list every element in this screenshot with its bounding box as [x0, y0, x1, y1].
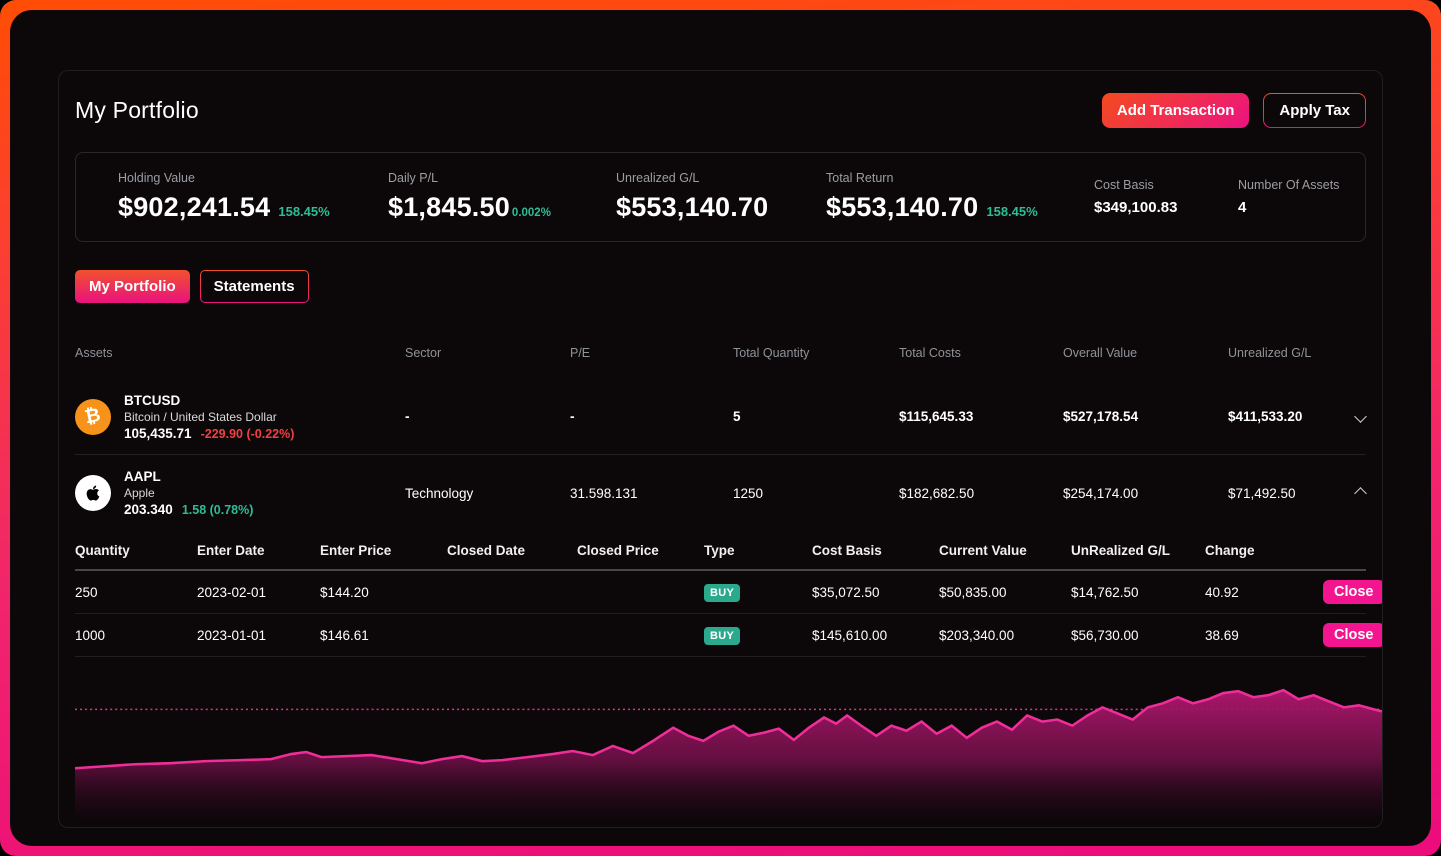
type-badge: BUY [704, 626, 741, 645]
asset-cell: ₿ BTCUSD Bitcoin / United States Dollar … [75, 393, 405, 441]
stat-value: $553,140.70 [616, 192, 769, 222]
portfolio-panel: My Portfolio Add Transaction Apply Tax H… [58, 70, 1383, 828]
unrealized-gl-cell: $56,730.00 [1071, 627, 1139, 643]
col-quantity: Quantity [75, 542, 130, 558]
asset-price: 203.340 [124, 502, 173, 517]
col-enter-price: Enter Price [320, 542, 392, 558]
area-fill [75, 690, 1382, 817]
col-cost-basis: Cost Basis [812, 542, 882, 558]
unrealized-gl-cell: $71,492.50 [1228, 485, 1296, 501]
tab-my-portfolio[interactable]: My Portfolio [75, 270, 190, 303]
enter-date-cell: 2023-01-01 [197, 627, 267, 643]
performance-chart [75, 683, 1382, 817]
overall-value-cell: $254,174.00 [1063, 485, 1139, 501]
col-closed-price: Closed Price [577, 542, 659, 558]
col-unrealized-gl: UnRealized G/L [1071, 542, 1171, 558]
stat-value: $902,241.54 [118, 192, 271, 222]
stat-unrealized-gl: Unrealized G/L $553,140.70 [616, 171, 769, 222]
col-assets: Assets [75, 346, 113, 360]
stat-value: $1,845.50 [388, 192, 510, 222]
current-value-cell: $50,835.00 [939, 584, 1007, 600]
col-change: Change [1205, 542, 1255, 558]
col-overall-value: Overall Value [1063, 346, 1138, 360]
bitcoin-icon: ₿ [75, 398, 111, 435]
chevron-down-icon[interactable] [1354, 409, 1367, 423]
unrealized-gl-cell: $14,762.50 [1071, 584, 1139, 600]
col-pe: P/E [570, 346, 591, 360]
asset-price: 105,435.71 [124, 425, 192, 441]
position-row: 1000 2023-01-01 $146.61 BUY $145,610.00 … [75, 614, 1382, 657]
performance-chart-svg [75, 688, 1382, 817]
asset-symbol: AAPL [124, 469, 161, 484]
col-total-quantity: Total Quantity [733, 346, 810, 360]
stat-value: $349,100.83 [1094, 199, 1178, 216]
portfolio-summary-card: Holding Value $902,241.54 158.45% Daily … [75, 152, 1366, 242]
app-window: My Portfolio Add Transaction Apply Tax H… [10, 10, 1431, 846]
current-value-cell: $203,340.00 [939, 627, 1015, 643]
unrealized-gl-cell: $411,533.20 [1228, 409, 1303, 424]
asset-name: Bitcoin / United States Dollar [124, 409, 277, 424]
stat-percent: 158.45% [986, 204, 1038, 219]
col-sector: Sector [405, 346, 442, 360]
asset-change: -229.90 (-0.22%) [200, 426, 295, 441]
col-type: Type [704, 542, 735, 558]
stat-total-return: Total Return $553,140.70 158.45% [826, 171, 1038, 222]
total-quantity-cell: 1250 [733, 485, 764, 501]
change-cell: 40.92 [1205, 584, 1239, 600]
tab-statements[interactable]: Statements [199, 270, 309, 303]
asset-change: 1.58 (0.78%) [181, 503, 254, 517]
stat-value: $553,140.70 [826, 192, 979, 222]
chevron-up-icon[interactable] [1354, 486, 1367, 500]
cost-basis-cell: $35,072.50 [812, 584, 880, 600]
view-tabs: My Portfolio Statements [75, 270, 1366, 303]
total-quantity-cell: 5 [733, 409, 741, 424]
pe-cell: 31.598.131 [570, 485, 638, 501]
stat-holding-value: Holding Value $902,241.54 158.45% [118, 171, 330, 222]
sector-cell: - [405, 409, 410, 424]
stat-value: 4 [1238, 199, 1247, 216]
type-badge: BUY [704, 583, 741, 602]
holdings-table-header: Assets Sector P/E Total Quantity Total C… [75, 327, 1366, 379]
overall-value-cell: $527,178.54 [1063, 409, 1139, 424]
enter-date-cell: 2023-02-01 [197, 584, 267, 600]
asset-symbol: BTCUSD [124, 392, 181, 408]
stat-number-of-assets: Number Of Assets 4 [1238, 178, 1340, 216]
apply-tax-button[interactable]: Apply Tax [1263, 93, 1366, 128]
change-cell: 38.69 [1205, 627, 1239, 643]
stat-daily-pl: Daily P/L $1,845.50 0.002% [388, 171, 551, 222]
total-costs-cell: $182,682.50 [899, 485, 975, 501]
cost-basis-cell: $145,610.00 [812, 627, 888, 643]
close-position-button[interactable]: Close [1323, 623, 1382, 647]
holding-row-btcusd[interactable]: ₿ BTCUSD Bitcoin / United States Dollar … [75, 379, 1367, 455]
quantity-cell: 250 [75, 584, 98, 600]
pe-cell: - [570, 409, 575, 424]
asset-cell: AAPL Apple 203.340 1.58 (0.78%) [75, 469, 405, 517]
apple-icon [75, 475, 111, 511]
enter-price-cell: $144.20 [320, 584, 369, 600]
sector-cell: Technology [405, 485, 474, 501]
col-enter-date: Enter Date [197, 542, 265, 558]
page-header: My Portfolio Add Transaction Apply Tax [75, 93, 1366, 128]
stat-percent: 158.45% [278, 204, 330, 219]
total-costs-cell: $115,645.33 [899, 409, 974, 424]
enter-price-cell: $146.61 [320, 627, 369, 643]
col-closed-date: Closed Date [447, 542, 526, 558]
header-actions: Add Transaction Apply Tax [1101, 93, 1366, 128]
col-unrealized-gl: Unrealized G/L [1228, 346, 1312, 360]
asset-name: Apple [124, 486, 155, 500]
area-line [75, 688, 1382, 770]
add-transaction-button[interactable]: Add Transaction [1101, 93, 1250, 128]
position-row: 250 2023-02-01 $144.20 BUY $35,072.50 $5… [75, 571, 1382, 614]
stat-cost-basis: Cost Basis $349,100.83 [1094, 178, 1178, 216]
col-total-costs: Total Costs [899, 346, 961, 360]
stat-percent: 0.002% [511, 207, 551, 219]
quantity-cell: 1000 [75, 627, 106, 643]
page-title: My Portfolio [75, 97, 199, 123]
positions-table-header: Quantity Enter Date Enter Price Closed D… [75, 531, 1366, 571]
holding-row-aapl[interactable]: AAPL Apple 203.340 1.58 (0.78%) Technolo… [75, 455, 1367, 531]
col-current-value: Current Value [939, 542, 1027, 558]
close-position-button[interactable]: Close [1323, 580, 1382, 604]
